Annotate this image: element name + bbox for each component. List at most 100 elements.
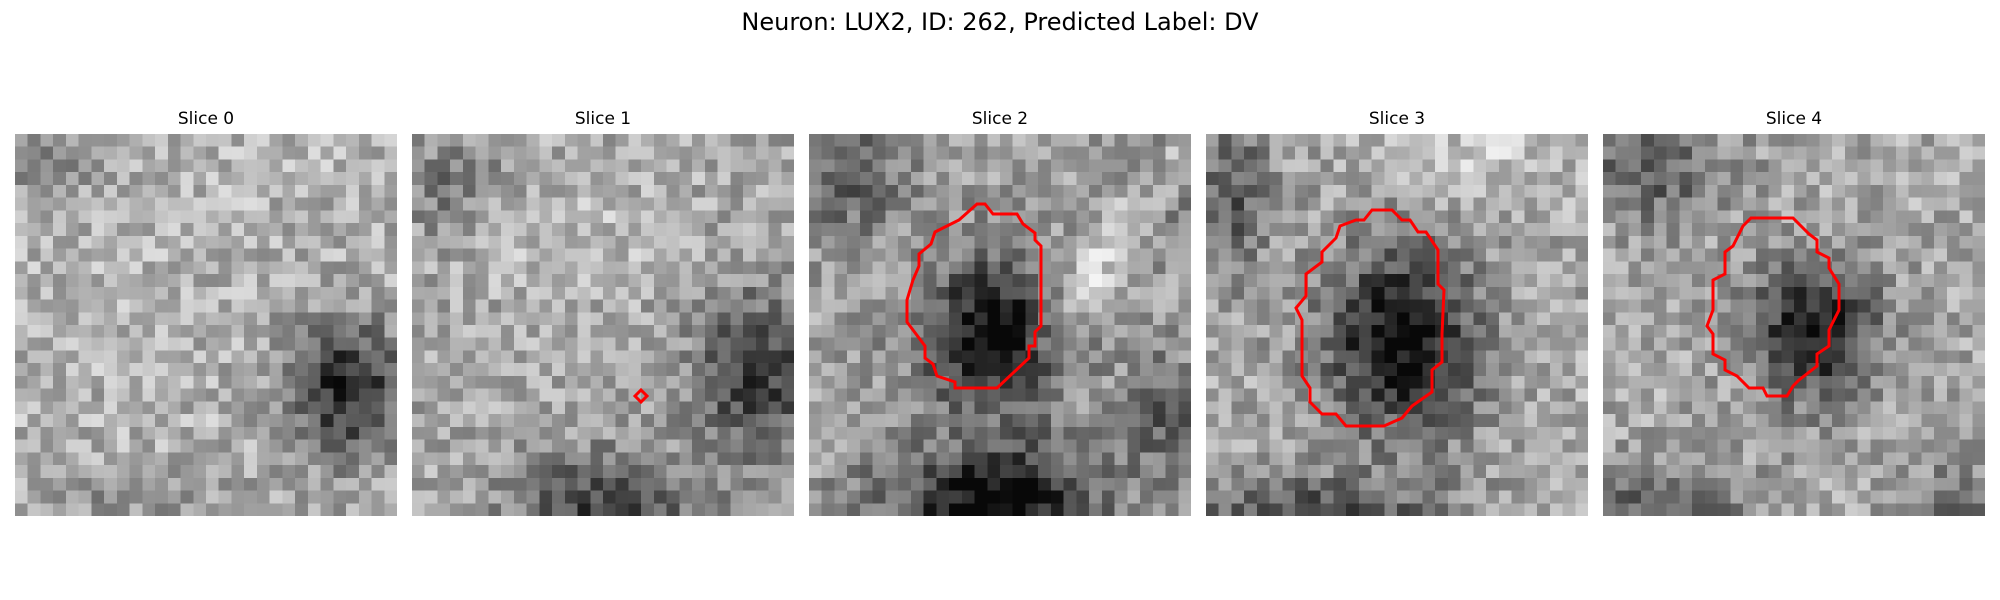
- image-pixel: [129, 503, 143, 516]
- image-pixel: [781, 146, 794, 161]
- image-pixel: [1473, 210, 1487, 224]
- image-pixel: [936, 477, 950, 492]
- image-pixel: [923, 274, 937, 288]
- image-pixel: [218, 477, 233, 492]
- image-pixel: [384, 363, 397, 377]
- image-pixel: [743, 159, 757, 173]
- image-pixel: [1346, 223, 1360, 237]
- image-pixel: [1269, 426, 1283, 441]
- image-pixel: [1641, 490, 1655, 504]
- image-pixel: [295, 439, 309, 453]
- image-pixel: [1384, 312, 1398, 326]
- image-pixel: [1038, 146, 1052, 161]
- image-pixel: [53, 503, 67, 516]
- image-pixel: [1908, 248, 1922, 262]
- image-pixel: [1012, 350, 1027, 364]
- image-pixel: [834, 325, 848, 339]
- image-pixel: [1498, 159, 1513, 173]
- image-pixel: [743, 197, 757, 211]
- image-pixel: [1603, 426, 1617, 441]
- image-pixel: [809, 274, 823, 288]
- image-pixel: [1537, 134, 1551, 148]
- image-pixel: [987, 439, 1001, 453]
- image-pixel: [437, 477, 451, 492]
- image-pixel: [1666, 452, 1680, 466]
- image-pixel: [1743, 350, 1757, 364]
- image-pixel: [717, 388, 731, 402]
- image-pixel: [666, 184, 680, 199]
- image-pixel: [1447, 159, 1462, 173]
- image-pixel: [371, 299, 385, 313]
- image-pixel: [1409, 184, 1424, 199]
- image-pixel: [755, 375, 770, 390]
- image-pixel: [1883, 248, 1897, 262]
- image-pixel: [91, 235, 105, 250]
- image-pixel: [333, 134, 347, 148]
- image-pixel: [358, 452, 373, 466]
- image-pixel: [320, 363, 334, 377]
- image-pixel: [462, 184, 477, 199]
- image-pixel: [1076, 146, 1090, 161]
- image-pixel: [1870, 274, 1884, 288]
- image-pixel: [1384, 197, 1398, 211]
- image-pixel: [116, 134, 131, 148]
- image-pixel: [1397, 261, 1411, 275]
- image-pixel: [206, 299, 220, 313]
- image-pixel: [679, 159, 693, 173]
- image-pixel: [743, 235, 757, 250]
- image-pixel: [666, 274, 680, 288]
- image-pixel: [142, 274, 156, 288]
- image-pixel: [129, 248, 143, 262]
- image-pixel: [755, 388, 770, 402]
- image-pixel: [885, 197, 899, 211]
- image-pixel: [1358, 248, 1373, 262]
- image-pixel: [885, 477, 899, 492]
- image-pixel: [1870, 184, 1884, 199]
- image-pixel: [475, 184, 489, 199]
- image-pixel: [1397, 477, 1411, 492]
- image-pixel: [961, 235, 976, 250]
- image-pixel: [1806, 439, 1821, 453]
- image-pixel: [1140, 363, 1154, 377]
- image-pixel: [1038, 210, 1052, 224]
- image-pixel: [1295, 235, 1309, 250]
- image-pixel: [1206, 159, 1220, 173]
- image-pixel: [1666, 210, 1680, 224]
- image-pixel: [180, 210, 194, 224]
- image-pixel: [307, 388, 322, 402]
- image-pixel: [936, 159, 950, 173]
- image-pixel: [1883, 325, 1897, 339]
- image-pixel: [384, 312, 397, 326]
- image-pixel: [167, 172, 182, 186]
- image-pixel: [1282, 350, 1296, 364]
- image-pixel: [206, 401, 220, 415]
- image-pixel: [564, 490, 579, 504]
- image-pixel: [1165, 274, 1179, 288]
- image-pixel: [1178, 325, 1191, 339]
- image-pixel: [1934, 439, 1948, 453]
- image-pixel: [1679, 210, 1693, 224]
- image-pixel: [1743, 414, 1757, 428]
- image-pixel: [450, 134, 464, 148]
- image-pixel: [269, 426, 283, 441]
- image-pixel: [1101, 401, 1116, 415]
- image-pixel: [885, 490, 899, 504]
- image-pixel: [974, 452, 988, 466]
- image-pixel: [1269, 274, 1283, 288]
- image-pixel: [564, 426, 579, 441]
- image-pixel: [1857, 477, 1871, 492]
- image-pixel: [1972, 350, 1985, 364]
- image-pixel: [1794, 172, 1808, 186]
- image-pixel: [1358, 401, 1373, 415]
- image-pixel: [333, 325, 347, 339]
- image-pixel: [1717, 477, 1731, 492]
- image-pixel: [155, 146, 169, 161]
- image-pixel: [1908, 426, 1922, 441]
- image-pixel: [155, 414, 169, 428]
- image-pixel: [1806, 388, 1821, 402]
- image-pixel: [1050, 503, 1065, 516]
- image-pixel: [1231, 426, 1245, 441]
- slice-title: Slice 1: [574, 109, 632, 129]
- image-pixel: [1972, 223, 1985, 237]
- image-pixel: [1371, 261, 1385, 275]
